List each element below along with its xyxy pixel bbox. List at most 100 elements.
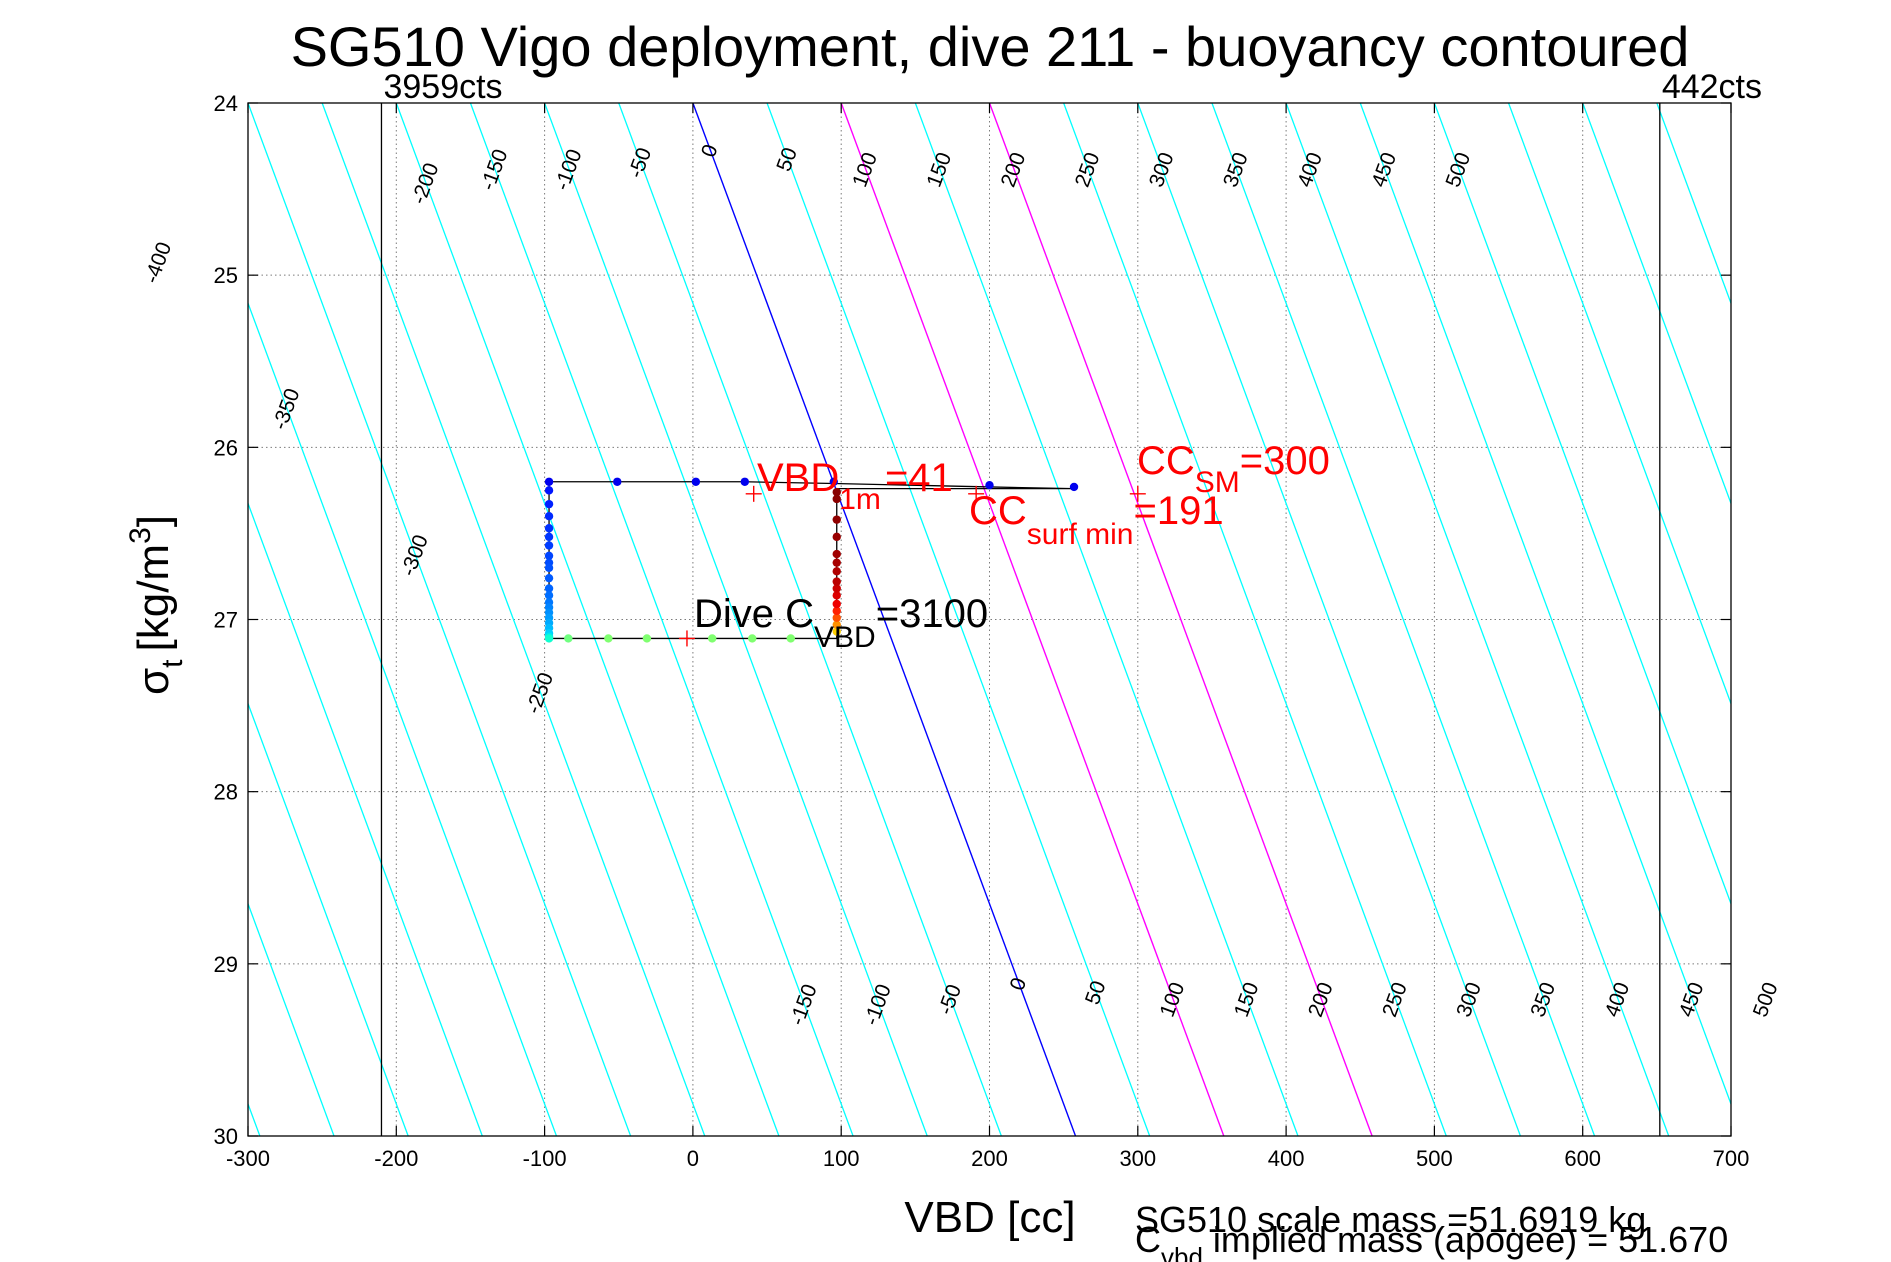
y-axis-label-main: σ (129, 668, 178, 695)
cc-surf-min-sub: surf min (1027, 518, 1134, 551)
y-tick-label: 29 (214, 952, 238, 977)
dive-cvbd-sub: VBD (814, 621, 876, 654)
profile-point (829, 477, 838, 486)
contour-line (248, 103, 632, 1136)
plus-marker (1129, 485, 1146, 502)
contour-label: 500 (1442, 149, 1476, 190)
y-axis-label-close: ] (129, 515, 178, 527)
x-axis-label: VBD [cc] (904, 1193, 1075, 1242)
cc-surf-min-annotation: CCsurf min=191 (969, 489, 1224, 551)
contour-line (1582, 103, 1731, 506)
contour-label: -350 (268, 385, 304, 432)
profile-point (564, 634, 573, 643)
profile-point (544, 573, 554, 583)
plus-marker (968, 485, 985, 502)
contour-line (248, 501, 483, 1136)
contour-line (543, 103, 928, 1136)
contour-label: 100 (848, 149, 882, 190)
plus-marker (678, 630, 695, 647)
profile-point (544, 512, 554, 521)
profile-point (691, 477, 701, 486)
contour-label: -250 (522, 669, 558, 716)
implied-mass-main: C (1135, 1219, 1161, 1260)
cc-sm-value: =300 (1240, 439, 1330, 483)
dive-cvbd-annotation: Dive CVBD=3100 (694, 592, 988, 654)
cc-sm-sub: SM (1195, 466, 1240, 499)
contour-line (1656, 103, 1731, 306)
profile-point (740, 477, 750, 486)
profile-point (832, 627, 841, 636)
y-axis-label-sup: 3 (124, 527, 157, 544)
profile-point (748, 634, 757, 643)
profile-point (832, 558, 841, 567)
y-tick-label: 27 (214, 608, 238, 633)
plus-marker (745, 485, 762, 502)
contour-line (1285, 103, 1670, 1136)
profile-point (544, 634, 554, 643)
implied-mass-sub: vbd (1161, 1242, 1203, 1262)
y-axis-label-rest: [kg/m (129, 544, 178, 652)
contour-label: 150 (922, 149, 956, 190)
vbd-1m-main: VBD (757, 456, 839, 500)
contour-line (840, 103, 1225, 1136)
y-tick-label: 24 (214, 91, 238, 116)
contour-label: -100 (860, 981, 896, 1028)
profile-point (832, 494, 841, 504)
dive-cvbd-value: =3100 (876, 592, 988, 636)
contour-label: 50 (1081, 978, 1111, 1008)
contour-label: -400 (140, 239, 176, 286)
cc-sm-annotation: CCSM=300 (1137, 439, 1330, 499)
contour-label: 300 (1145, 149, 1179, 190)
implied-mass-value: implied mass (apogee) = 51.670 (1203, 1219, 1728, 1260)
contour-labels: -400 -350 -300 -250 -200 -150 -100 -50 0 50 100 150… (140, 141, 1783, 1028)
dive-cvbd-main: Dive C (694, 592, 814, 636)
contour-line (1805, 103, 1891, 1136)
contour-label: 400 (1601, 979, 1635, 1020)
vbd-limit-lines: 3959cts 442cts (380, 68, 1762, 1136)
profile-point (544, 563, 554, 573)
profile-point (544, 524, 554, 533)
profile-point (832, 577, 841, 586)
contour-label: 100 (1156, 979, 1190, 1020)
vbd-1m-annotation: VBD1m =41 (757, 456, 953, 516)
x-tick-label: 700 (1713, 1146, 1750, 1171)
y-tick-label: 26 (214, 435, 238, 460)
vbd-1m-value: =41 (885, 456, 953, 500)
profile-point (832, 620, 841, 629)
implied-mass-text: Cvbd implied mass (apogee) = 51.670 (1135, 1219, 1728, 1262)
profile-point (544, 486, 554, 495)
chart-title: SG510 Vigo deployment, dive 211 - buoyan… (291, 15, 1690, 78)
contour-line (1359, 103, 1731, 1106)
grid (248, 103, 1731, 1136)
contour-label: 300 (1452, 979, 1486, 1020)
x-tick-label: -100 (523, 1146, 567, 1171)
contour-label: 450 (1675, 979, 1709, 1020)
contour-line (1211, 103, 1596, 1136)
profile-point (786, 634, 795, 643)
profile-point (544, 532, 554, 542)
cc-sm-main: CC (1137, 439, 1195, 483)
contour-line (766, 103, 1151, 1136)
profile-point (832, 584, 841, 593)
profile-point (832, 515, 841, 524)
profile-point (832, 591, 841, 600)
profile-point (613, 477, 622, 486)
contour-label: -50 (624, 145, 656, 181)
profile-point (544, 541, 554, 550)
contour-line (469, 103, 854, 1136)
contour-label: 200 (1304, 979, 1338, 1020)
cc-surf-min-value: =191 (1133, 489, 1223, 533)
contour-label: 500 (1749, 979, 1783, 1020)
contour-line (1433, 103, 1731, 906)
contour-label: 0 (697, 141, 723, 160)
y-axis-label-sub: t (156, 659, 189, 668)
profile-point (544, 584, 554, 593)
y-axis-label: σt [kg/m3] (124, 515, 189, 695)
contour-label: -50 (934, 981, 966, 1017)
profile-point (544, 591, 554, 600)
contour-label: 200 (997, 149, 1031, 190)
contour-line (1507, 103, 1731, 706)
contour-line (914, 103, 1299, 1136)
contour-label: -150 (476, 146, 512, 193)
contour-label: -300 (397, 532, 433, 579)
